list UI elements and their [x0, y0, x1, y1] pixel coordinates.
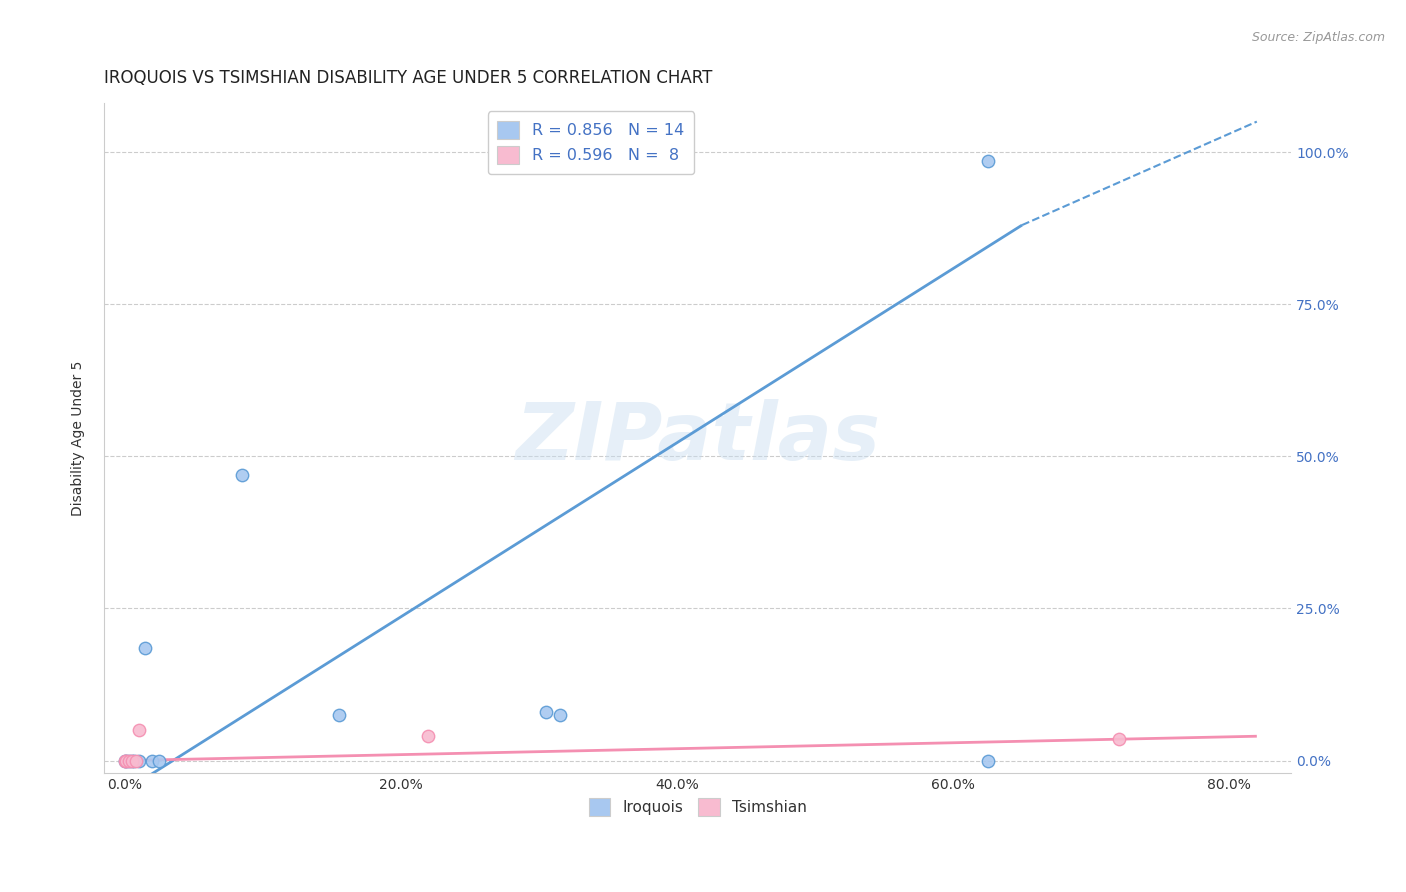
Point [148, 754, 170, 768]
Legend: Iroquois, Tsimshian: Iroquois, Tsimshian [582, 792, 813, 822]
Text: IROQUOIS VS TSIMSHIAN DISABILITY AGE UNDER 5 CORRELATION CHART: IROQUOIS VS TSIMSHIAN DISABILITY AGE UND… [104, 69, 713, 87]
Point [115, 754, 138, 768]
Point [115, 754, 138, 768]
Point [418, 729, 440, 743]
Point [534, 705, 557, 719]
Point [118, 754, 141, 768]
Point [128, 754, 150, 768]
Point [976, 154, 998, 169]
Text: Source: ZipAtlas.com: Source: ZipAtlas.com [1251, 31, 1385, 45]
Point [1108, 732, 1130, 747]
Point [125, 754, 148, 768]
Point [548, 707, 571, 722]
Point [141, 754, 163, 768]
Point [118, 754, 141, 768]
Point [976, 754, 998, 768]
Point [328, 707, 350, 722]
Point [124, 754, 146, 768]
Point [121, 754, 143, 768]
Point [128, 723, 150, 738]
Point [121, 754, 143, 768]
Point [114, 754, 136, 768]
Y-axis label: Disability Age Under 5: Disability Age Under 5 [72, 360, 86, 516]
Point [134, 640, 156, 655]
Point [231, 467, 253, 482]
Text: ZIPatlas: ZIPatlas [515, 399, 880, 477]
Point [114, 754, 136, 768]
